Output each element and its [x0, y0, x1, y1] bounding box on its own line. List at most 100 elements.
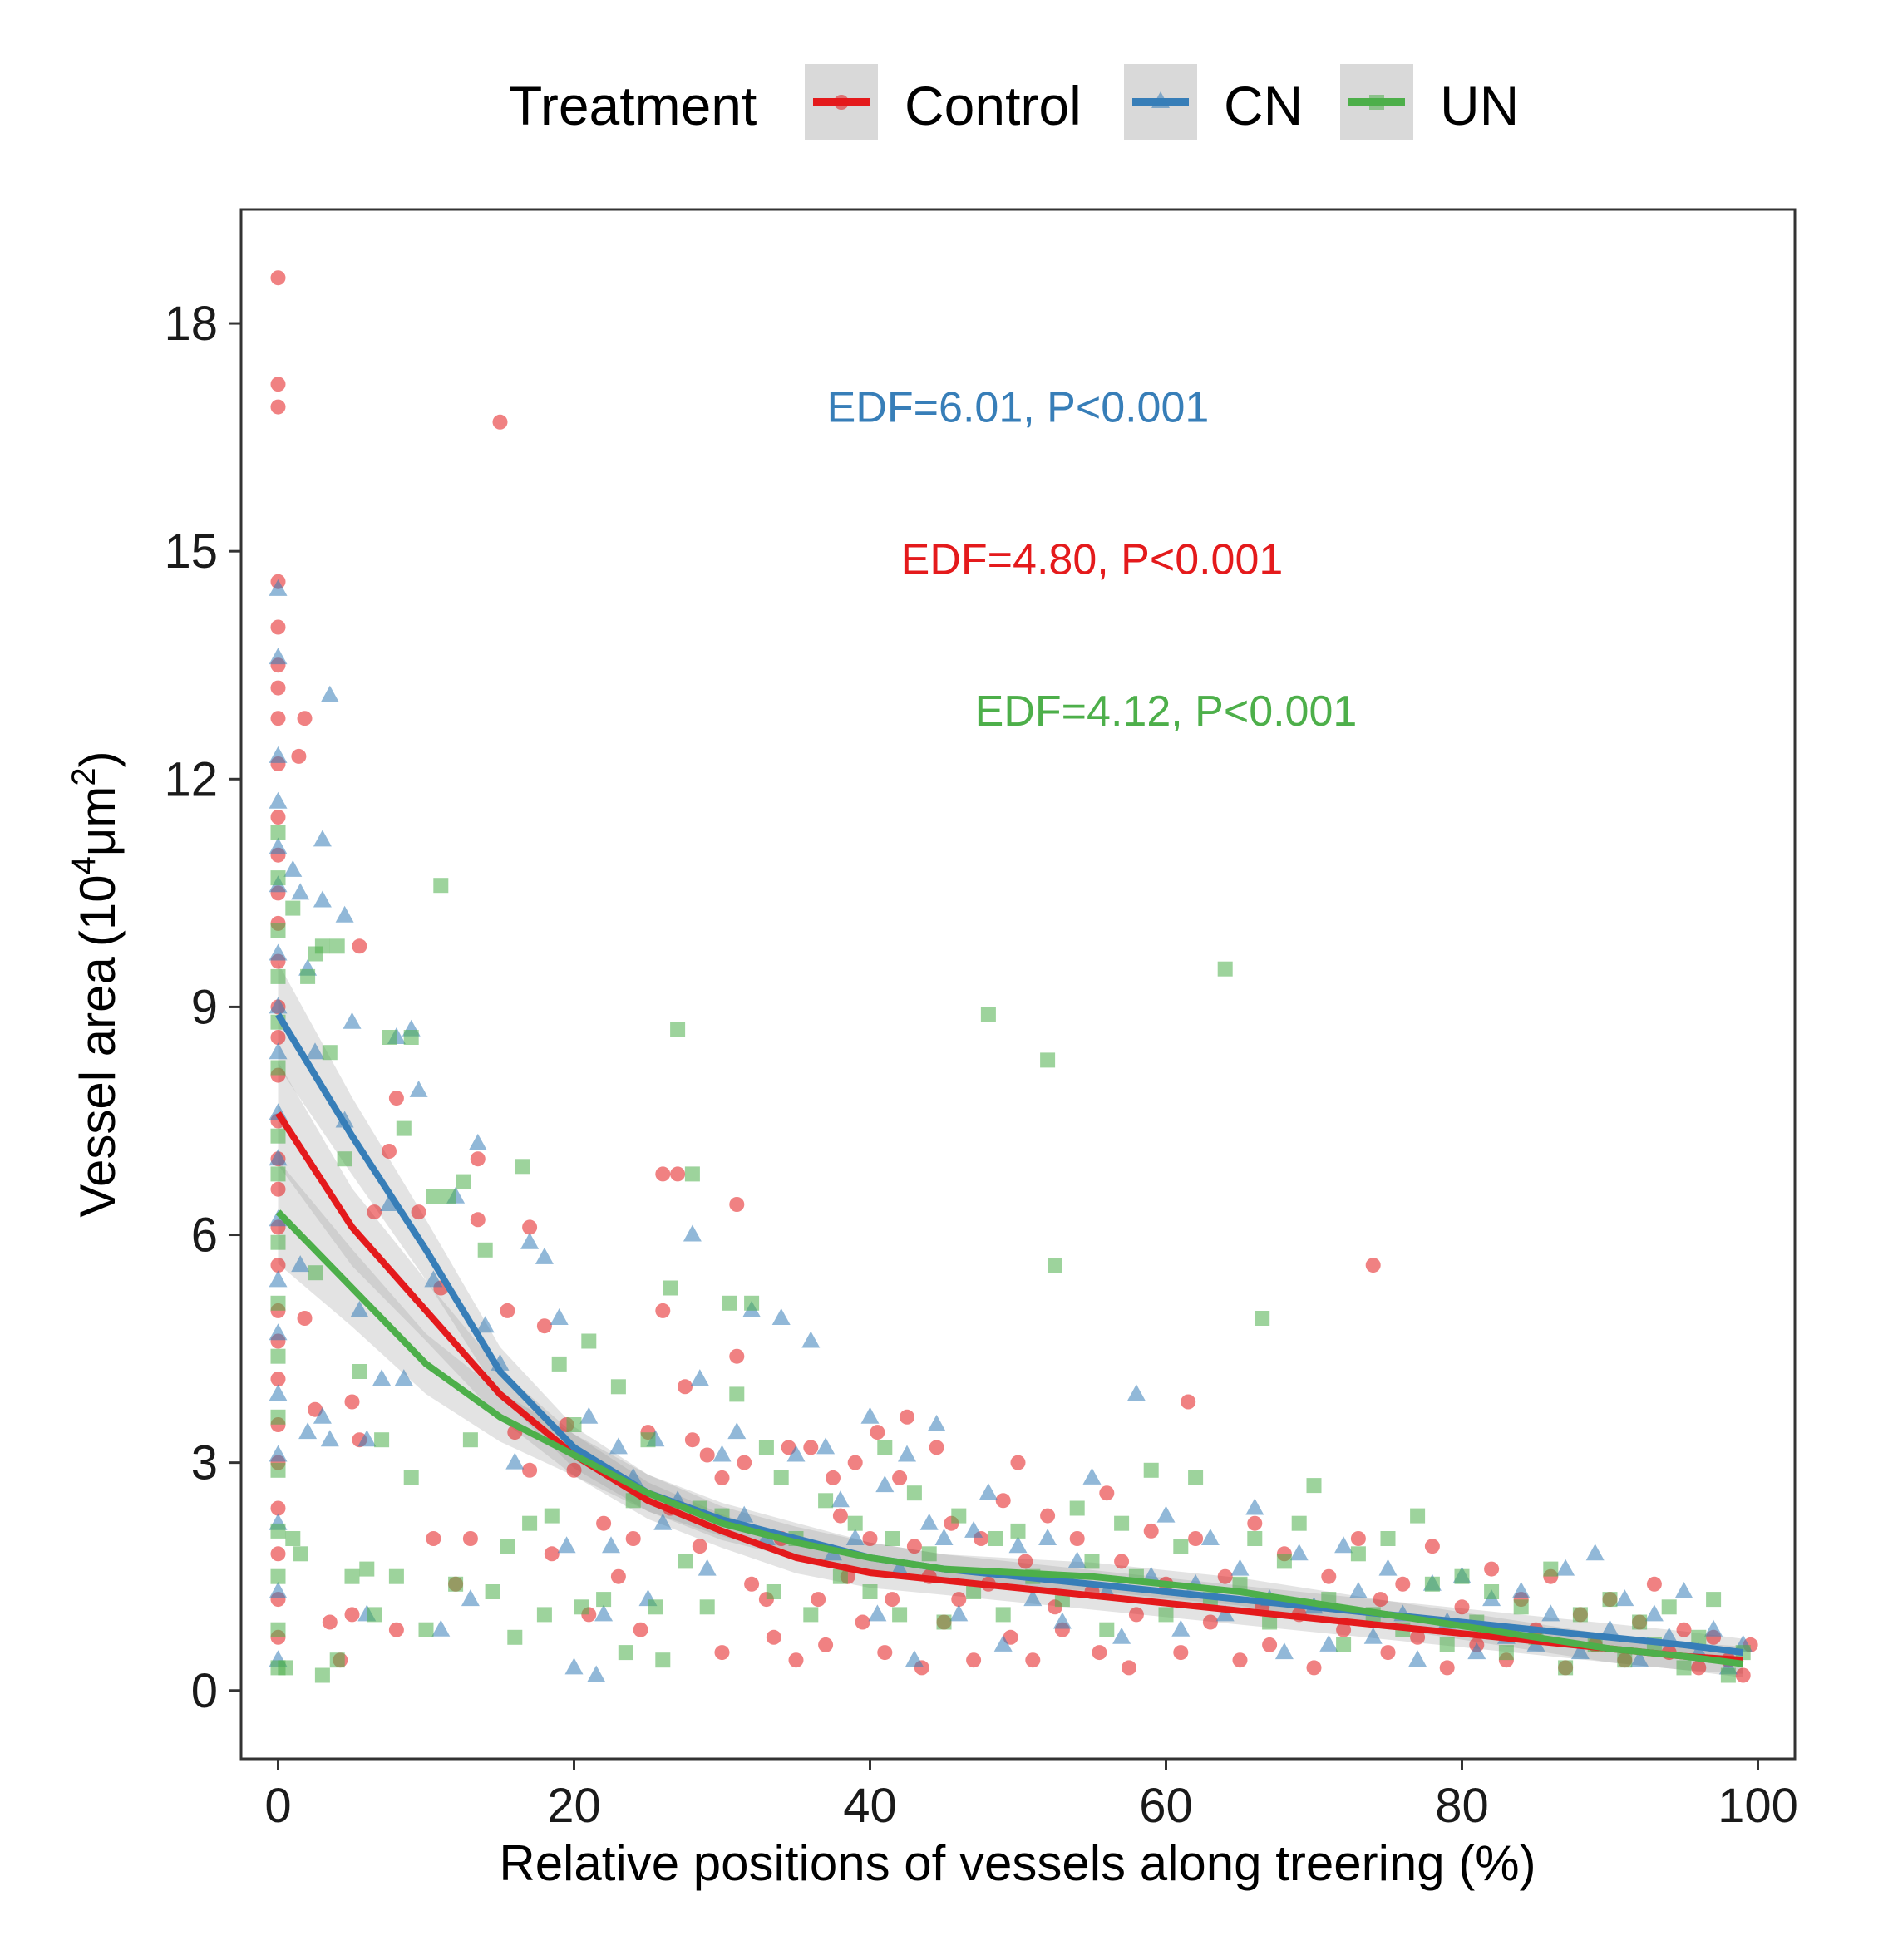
legend: Treatment Control CN UN	[509, 64, 1519, 140]
point-control	[670, 1166, 686, 1182]
point-cn	[350, 1300, 369, 1317]
point-cn	[1704, 1619, 1723, 1637]
point-control	[297, 711, 313, 726]
point-control	[847, 1455, 863, 1470]
point-cn	[587, 1665, 606, 1682]
point-un	[766, 1584, 781, 1599]
point-cn	[949, 1604, 969, 1622]
point-control	[655, 1303, 671, 1318]
point-control	[322, 1614, 338, 1630]
point-un	[522, 1515, 538, 1531]
point-control	[885, 1592, 900, 1608]
smooth-lines	[275, 1012, 1744, 1667]
point-cn	[291, 1255, 310, 1273]
point-cn	[602, 1536, 620, 1554]
point-control	[270, 1546, 286, 1562]
point-un	[477, 1242, 493, 1258]
point-control	[500, 1303, 515, 1318]
point-cn	[816, 1437, 836, 1455]
point-cn	[269, 1042, 288, 1060]
point-control	[1410, 1629, 1426, 1645]
point-control	[692, 1539, 707, 1554]
point-control	[781, 1440, 796, 1455]
point-control	[699, 1447, 715, 1463]
point-un	[270, 1060, 286, 1076]
point-un	[426, 1189, 441, 1204]
point-un	[988, 1531, 1003, 1546]
point-control	[1424, 1539, 1440, 1554]
point-un	[610, 1379, 626, 1395]
point-control	[1454, 1599, 1470, 1615]
point-control	[862, 1531, 878, 1546]
point-control	[818, 1637, 834, 1652]
point-control	[1395, 1576, 1411, 1592]
point-un	[337, 1151, 352, 1167]
point-control	[766, 1629, 781, 1645]
point-un	[285, 1531, 301, 1546]
point-un	[1099, 1622, 1115, 1637]
point-un	[1040, 1052, 1056, 1068]
point-cn	[1378, 1559, 1398, 1576]
smooth-line-un	[275, 1209, 1744, 1667]
smooth-line-cn	[275, 1012, 1744, 1657]
legend-marker-un	[1369, 95, 1384, 110]
point-cn	[1289, 1544, 1309, 1561]
point-cn	[372, 1369, 392, 1386]
point-un	[448, 1576, 464, 1592]
plot-panel-border	[239, 208, 1797, 1761]
point-cn	[335, 905, 354, 923]
point-control	[270, 377, 286, 392]
point-un	[1291, 1515, 1307, 1531]
point-un	[758, 1440, 774, 1455]
point-control	[1092, 1645, 1107, 1661]
point-un	[1247, 1531, 1263, 1546]
point-cn	[1319, 1634, 1338, 1652]
y-axis-title-unit-mid: μm	[70, 786, 126, 857]
point-control	[270, 1372, 286, 1387]
point-cn	[313, 830, 332, 847]
point-cn	[1541, 1604, 1560, 1622]
point-cn	[535, 1247, 554, 1264]
point-control	[655, 1166, 671, 1182]
point-un	[418, 1622, 434, 1637]
point-control	[729, 1348, 745, 1364]
legend-marker-cn	[1151, 91, 1170, 108]
point-cn	[1112, 1627, 1131, 1644]
point-un	[367, 1607, 382, 1623]
point-control	[714, 1470, 730, 1485]
point-un	[544, 1508, 560, 1524]
point-control	[382, 1144, 397, 1159]
point-cn	[1230, 1559, 1250, 1576]
point-control	[426, 1531, 441, 1546]
point-un	[270, 1295, 286, 1311]
point-cn	[801, 1331, 821, 1348]
point-control	[388, 1622, 404, 1637]
point-control	[596, 1515, 612, 1531]
point-cn	[919, 1513, 939, 1530]
point-cn	[868, 1604, 887, 1622]
point-control	[1188, 1531, 1204, 1546]
point-cn	[1200, 1529, 1220, 1545]
point-un	[441, 1189, 456, 1204]
legend-label-un: UN	[1440, 75, 1519, 136]
point-control	[788, 1652, 804, 1668]
y-axis-title-unit-exp1: 4	[66, 856, 102, 874]
point-un	[980, 1007, 996, 1022]
point-control	[1247, 1515, 1263, 1531]
point-un	[1232, 1576, 1248, 1592]
x-axis-title: Relative positions of vessels along tree…	[499, 1835, 1536, 1891]
point-un	[1306, 1478, 1322, 1494]
point-un	[995, 1607, 1011, 1623]
point-cn	[313, 1406, 332, 1424]
point-un	[1454, 1568, 1470, 1584]
annotation-edf-0: EDF=6.01, P<0.001	[827, 384, 1210, 432]
point-control	[892, 1470, 908, 1485]
point-un	[862, 1584, 878, 1599]
point-cn	[431, 1619, 451, 1637]
point-un	[1484, 1584, 1500, 1599]
point-un	[574, 1599, 589, 1615]
annotation-edf-2: EDF=4.12, P<0.001	[975, 687, 1358, 736]
point-control	[1128, 1607, 1144, 1623]
point-control	[1262, 1637, 1278, 1652]
point-control	[1336, 1622, 1352, 1637]
